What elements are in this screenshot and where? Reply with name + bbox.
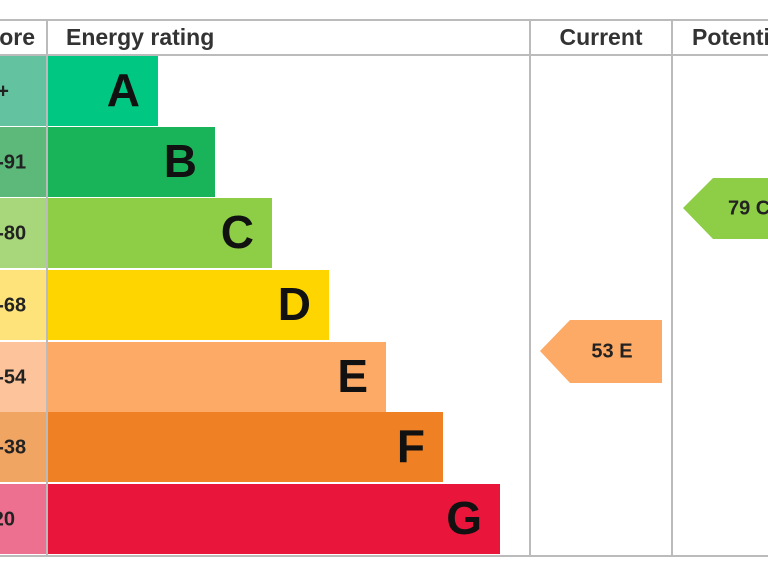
band-letter: C [221, 206, 254, 258]
header-potential: Potential [692, 24, 768, 50]
score-cell [0, 198, 46, 268]
band-bar [48, 127, 215, 197]
score-cell [0, 412, 46, 482]
header-rating: Energy rating [66, 24, 214, 50]
score-cell [0, 342, 46, 412]
score-range: 55-68 [0, 294, 26, 316]
score-cell [0, 127, 46, 197]
score-range: 69-80 [0, 222, 26, 244]
band-bar [48, 412, 443, 482]
score-cell [0, 56, 46, 126]
score-range: 21-38 [0, 436, 26, 458]
score-range: 81-91 [0, 151, 26, 173]
table-frame [0, 19, 768, 557]
header-score: Score [0, 24, 35, 50]
band-letter: B [164, 135, 197, 187]
band-letter: A [107, 64, 140, 116]
potential-arrow [683, 178, 768, 239]
header-current: Current [559, 24, 642, 50]
band-letter: F [397, 420, 425, 472]
current-arrow [540, 320, 662, 383]
score-cell [0, 484, 46, 554]
score-range: 1-20 [0, 508, 15, 530]
band-bar [48, 198, 272, 268]
score-range: 39-54 [0, 366, 27, 388]
band-bar [48, 484, 500, 554]
score-range: 92+ [0, 80, 9, 102]
band-letter: D [278, 278, 311, 330]
score-cell [0, 270, 46, 340]
band-letter: G [446, 492, 482, 544]
band-bar [48, 342, 386, 412]
band-bar [48, 56, 158, 126]
band-bar [48, 270, 329, 340]
band-letter: E [337, 350, 368, 402]
bands: 92+ A 81-91 B 69-80 C 55-68 D 39-54 E 21-38 F 1-20 G [0, 56, 500, 554]
potential-label: 79 C [728, 197, 768, 219]
current-label: 53 E [591, 340, 632, 362]
